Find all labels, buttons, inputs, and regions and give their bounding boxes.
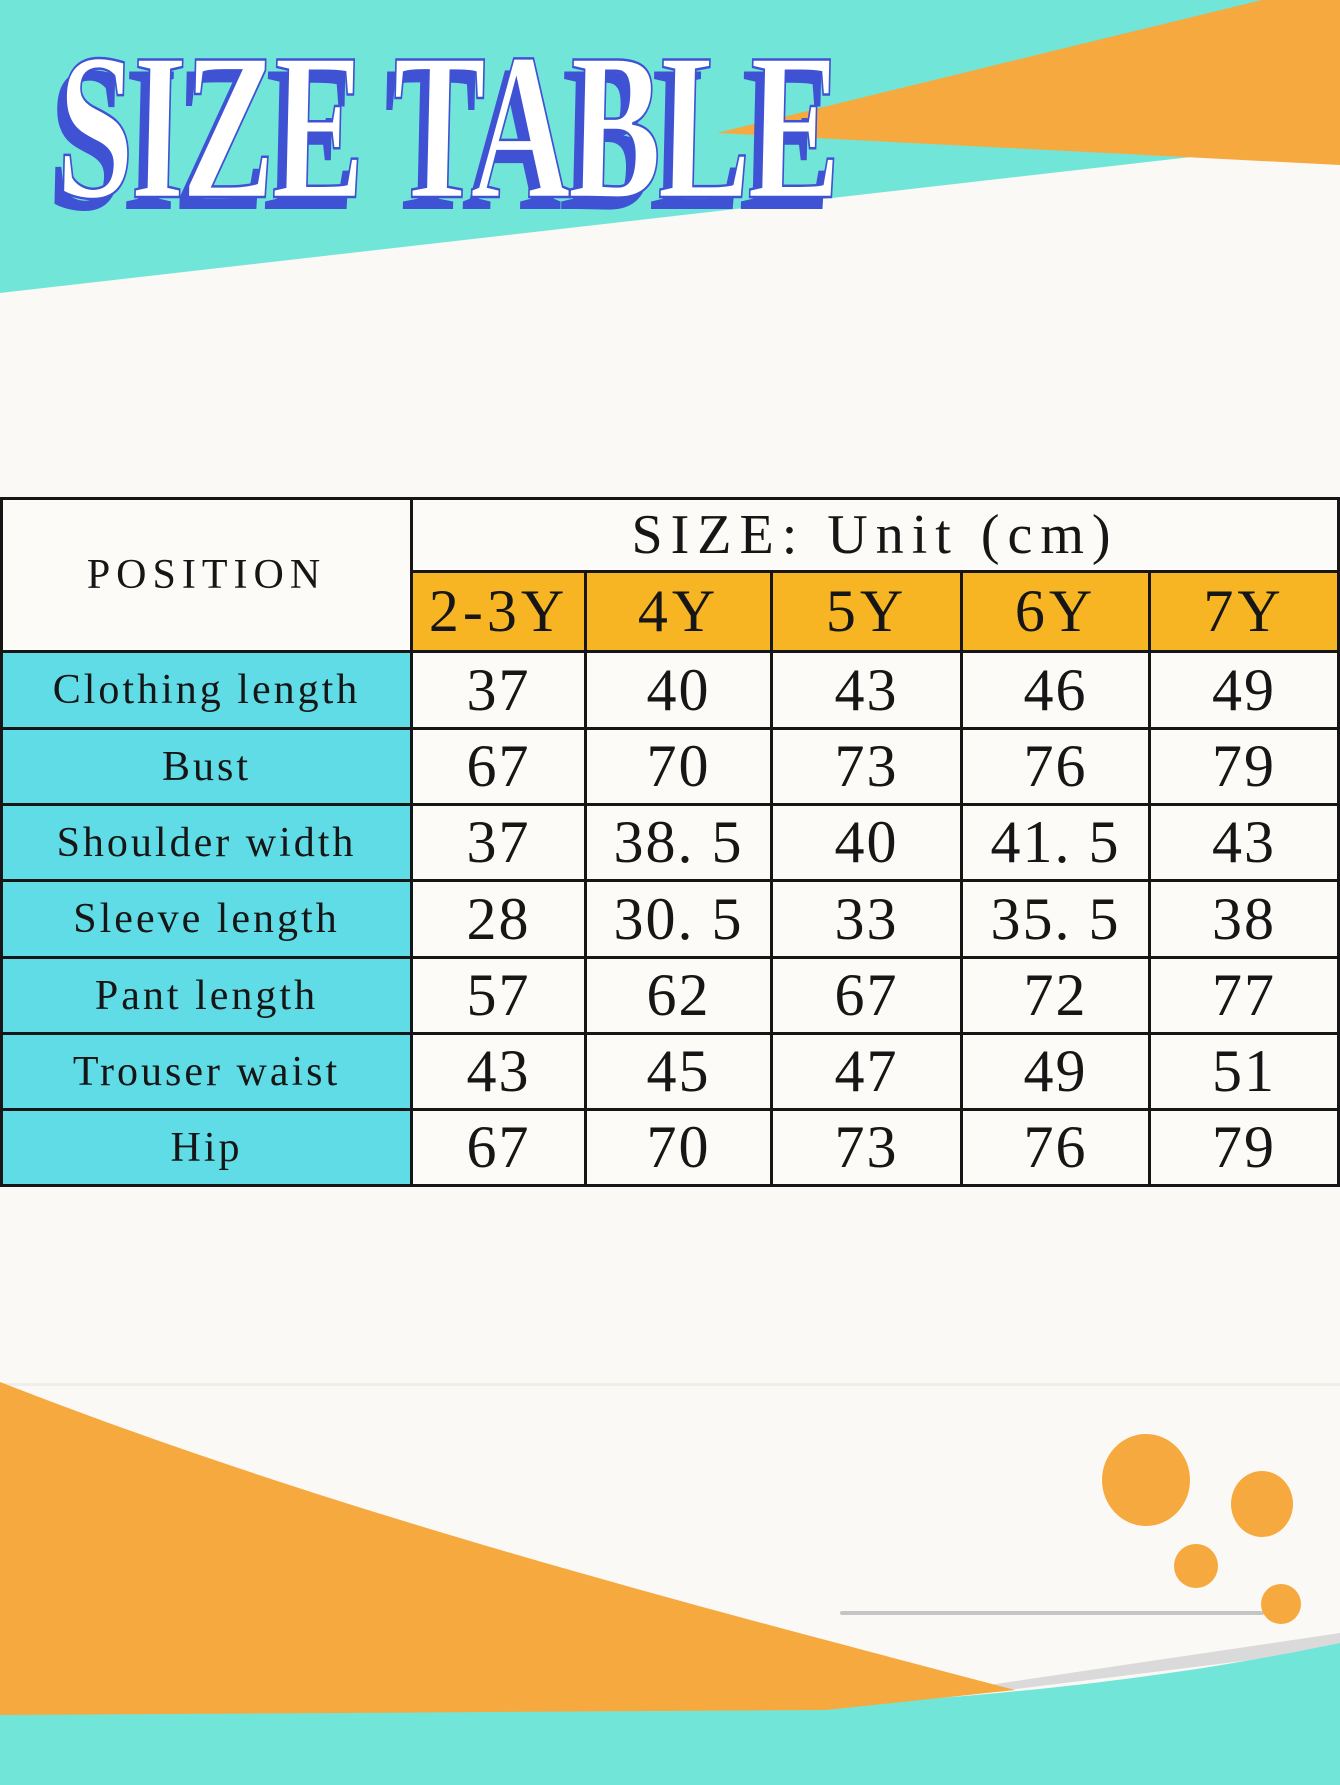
table-cell: 62 — [584, 956, 773, 1035]
row-label: Bust — [0, 727, 413, 806]
table-cell: 35. 5 — [960, 879, 1151, 959]
bottom-orange-swoosh — [0, 1382, 1015, 1715]
size-column-header-7y: 7Y — [1147, 570, 1340, 653]
table-cell: 76 — [960, 727, 1151, 806]
gray-underline — [840, 1611, 1264, 1615]
table-cell: 67 — [410, 1108, 587, 1187]
orange-dot-large — [1102, 1434, 1190, 1526]
row-label: Hip — [0, 1108, 413, 1187]
table-row-bust: Bust 67 70 73 76 79 — [0, 727, 1340, 806]
table-cell: 79 — [1147, 727, 1340, 806]
table-cell: 57 — [410, 956, 587, 1035]
size-unit-header-cell: SIZE: Unit (cm) — [409, 497, 1340, 573]
orange-dot-small — [1174, 1544, 1218, 1588]
table-row-clothing-length: Clothing length 37 40 43 46 49 — [0, 650, 1340, 730]
table-cell: 67 — [410, 727, 587, 806]
table-cell: 37 — [410, 803, 587, 882]
table-row-shoulder-width: Shoulder width 37 38. 5 40 41. 5 43 — [0, 803, 1340, 882]
table-cell: 38 — [1147, 879, 1340, 959]
table-cell: 43 — [770, 650, 963, 730]
size-column-header-4y: 4Y — [584, 570, 773, 653]
table-cell: 33 — [770, 879, 963, 959]
table-cell: 73 — [770, 1108, 963, 1187]
table-cell: 28 — [410, 879, 587, 959]
table-cell: 43 — [1147, 803, 1340, 882]
table-row-pant-length: Pant length 57 62 67 72 77 — [0, 956, 1340, 1035]
table-cell: 67 — [770, 956, 963, 1035]
table-cell: 40 — [584, 650, 773, 730]
table-cell: 47 — [770, 1032, 963, 1111]
table-cell: 77 — [1147, 956, 1340, 1035]
faint-divider-line — [0, 1383, 1340, 1386]
orange-dot-tiny — [1261, 1584, 1301, 1624]
top-orange-wedge — [717, 0, 1340, 165]
table-cell: 70 — [584, 1108, 773, 1187]
table-cell: 51 — [1147, 1032, 1340, 1111]
size-columns-row: 2-3Y 4Y 5Y 6Y 7Y — [2, 570, 1340, 653]
size-column-header-2-3y: 2-3Y — [410, 570, 587, 653]
table-cell: 72 — [960, 956, 1151, 1035]
size-column-header-6y: 6Y — [960, 570, 1151, 653]
table-cell: 49 — [1147, 650, 1340, 730]
row-label: Clothing length — [0, 650, 413, 730]
row-label: Pant length — [0, 956, 413, 1035]
table-cell: 76 — [960, 1108, 1151, 1187]
table-cell: 73 — [770, 727, 963, 806]
table-cell: 38. 5 — [584, 803, 773, 882]
table-cell: 30. 5 — [584, 879, 773, 959]
table-cell: 79 — [1147, 1108, 1340, 1187]
table-cell: 45 — [584, 1032, 773, 1111]
table-cell: 40 — [770, 803, 963, 882]
position-header-cell: POSITION — [0, 497, 413, 653]
table-cell: 46 — [960, 650, 1151, 730]
row-label: Trouser waist — [0, 1032, 413, 1111]
table-row-hip: Hip 67 70 73 76 79 — [0, 1108, 1340, 1187]
bottom-teal-band — [0, 1643, 1340, 1785]
size-column-header-5y: 5Y — [770, 570, 963, 653]
table-cell: 49 — [960, 1032, 1151, 1111]
table-cell: 70 — [584, 727, 773, 806]
table-cell: 37 — [410, 650, 587, 730]
table-row-sleeve-length: Sleeve length 28 30. 5 33 35. 5 38 — [0, 879, 1340, 959]
row-label: Shoulder width — [0, 803, 413, 882]
table-header-row: POSITION SIZE: Unit (cm) — [0, 497, 1340, 653]
table-cell: 43 — [410, 1032, 587, 1111]
page-title: SIZE TABLE — [54, 10, 843, 244]
size-table: POSITION SIZE: Unit (cm) 2-3Y 4Y 5Y 6Y 7… — [0, 497, 1340, 1187]
table-row-trouser-waist: Trouser waist 43 45 47 49 51 — [0, 1032, 1340, 1111]
table-cell: 41. 5 — [960, 803, 1151, 882]
row-label: Sleeve length — [0, 879, 413, 959]
orange-dot-medium — [1231, 1471, 1293, 1537]
